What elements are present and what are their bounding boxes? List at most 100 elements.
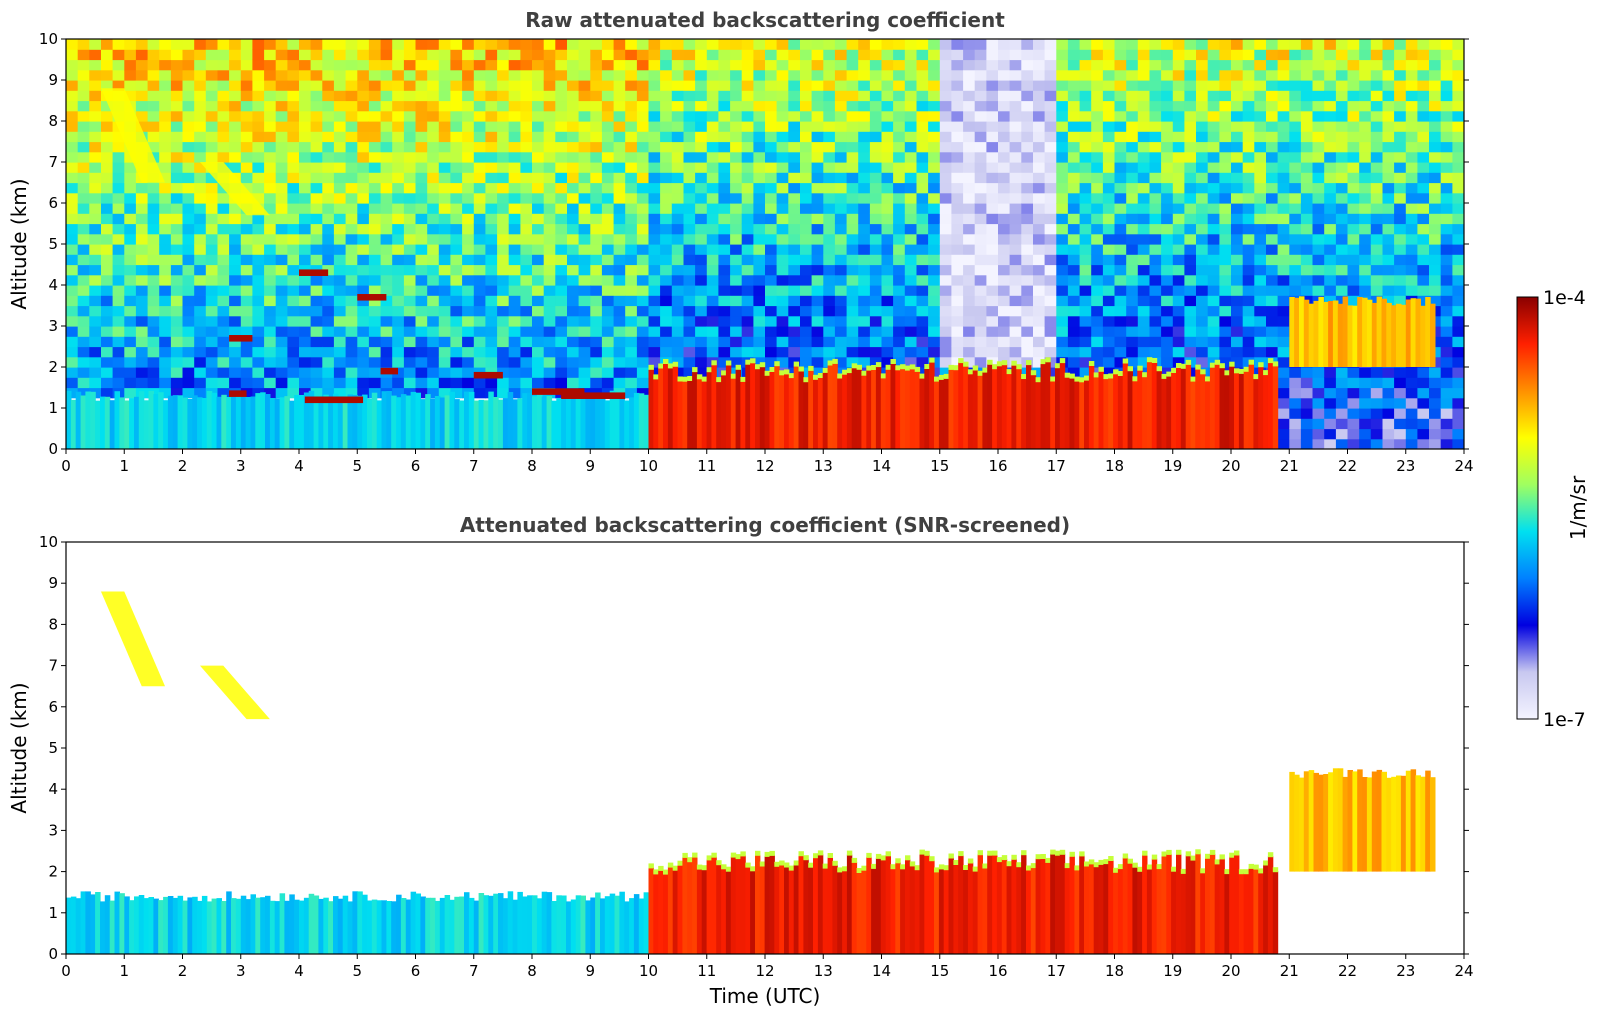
noise-cell — [1254, 141, 1267, 153]
noise-cell — [741, 254, 754, 266]
noise-cell — [869, 80, 883, 91]
noise-cell — [1300, 162, 1314, 173]
noise-cell — [1231, 100, 1244, 112]
noise-cell — [380, 162, 393, 173]
noise-cell — [683, 131, 696, 143]
noise-cell — [1405, 182, 1419, 194]
noise-cell — [1067, 141, 1081, 153]
noise-cell — [1056, 346, 1069, 358]
noise-cell — [1196, 59, 1209, 71]
noise-cell — [998, 172, 1011, 184]
layer-boundary-layer — [158, 392, 164, 449]
noise-cell — [1219, 295, 1232, 307]
noise-cell — [299, 346, 312, 358]
noise-cell — [1300, 397, 1314, 409]
noise-cell — [182, 59, 195, 71]
noise-cell — [264, 131, 277, 143]
noise-cell — [1009, 315, 1022, 327]
noise-cell — [287, 377, 300, 389]
noise-cell — [229, 90, 242, 102]
noise-cell — [893, 244, 906, 255]
noise-cell — [1231, 131, 1244, 143]
noise-cell — [1405, 121, 1419, 132]
noise-cell — [1277, 49, 1290, 61]
noise-cell — [124, 233, 137, 245]
noise-cell — [135, 285, 149, 296]
noise-cell — [998, 69, 1011, 81]
noise-cell — [1266, 285, 1279, 296]
noise-cell — [462, 233, 475, 245]
noise-cell — [229, 131, 242, 143]
noise-cell — [1102, 356, 1116, 368]
noise-cell — [1405, 387, 1419, 399]
noise-cell — [800, 110, 813, 122]
noise-cell — [1137, 295, 1151, 307]
noise-cell — [427, 203, 440, 214]
noise-cell — [1429, 244, 1442, 255]
noise-cell — [904, 49, 918, 61]
noise-cell — [1254, 162, 1267, 173]
noise-cell — [380, 377, 393, 389]
noise-cell — [846, 315, 859, 327]
noise-cell — [543, 356, 556, 368]
noise-cell — [66, 264, 79, 276]
noise-cell — [1126, 326, 1139, 337]
noise-cell — [648, 356, 661, 368]
noise-cell — [1196, 182, 1209, 194]
noise-cell — [881, 80, 894, 91]
noise-cell — [695, 326, 708, 337]
noise-cell — [1370, 162, 1384, 173]
noise-cell — [625, 223, 638, 235]
noise-cell — [555, 110, 568, 122]
noise-cell — [497, 90, 510, 102]
noise-cell — [671, 121, 685, 132]
noise-cell — [252, 213, 265, 225]
noise-cell — [1312, 213, 1325, 225]
noise-cell — [1219, 121, 1232, 132]
noise-cell — [159, 121, 172, 132]
noise-cell — [1300, 367, 1314, 378]
noise-cell — [205, 151, 219, 163]
layer-low-cloud — [687, 380, 693, 449]
cloud-top — [696, 374, 703, 380]
noise-cell — [217, 121, 230, 132]
noise-cell — [660, 39, 673, 50]
noise-cell — [963, 131, 976, 143]
noise-cell — [264, 285, 277, 296]
noise-cell — [1079, 80, 1092, 91]
noise-cell — [252, 49, 265, 61]
noise-cell — [1149, 285, 1162, 296]
noise-cell — [986, 141, 999, 153]
noise-cell — [252, 69, 265, 81]
noise-cell — [485, 346, 498, 358]
noise-cell — [205, 244, 219, 255]
noise-cell — [1429, 213, 1442, 225]
panel-raw-x-axis: 0 1 2 3 4 5 6 7 8 9 10 11 12 13 14 15 16 17 18 19 20 21 22 23 24 — [61, 449, 1474, 475]
cloud-top — [1161, 373, 1167, 379]
noise-cell — [299, 254, 312, 266]
noise-cell — [217, 80, 230, 91]
noise-cell — [229, 274, 242, 286]
noise-cell — [1370, 233, 1384, 245]
cloud-top — [1084, 375, 1090, 381]
noise-cell — [450, 49, 463, 61]
noise-cell — [974, 295, 987, 307]
layer-boundary-layer — [104, 396, 111, 449]
noise-cell — [159, 100, 172, 112]
noise-cell — [333, 377, 347, 389]
noise-cell — [89, 264, 102, 276]
noise-cell — [264, 80, 277, 91]
noise-cell — [578, 80, 591, 91]
noise-cell — [1324, 295, 1337, 307]
noise-cell — [135, 315, 149, 327]
noise-cell — [730, 315, 743, 327]
noise-cell — [1009, 172, 1022, 184]
cloud-top — [648, 364, 654, 370]
noise-cell — [753, 336, 766, 348]
noise-cell — [1009, 305, 1022, 317]
noise-cell — [869, 59, 883, 71]
noise-cell — [601, 131, 615, 143]
noise-cell — [1394, 110, 1407, 122]
noise-cell — [217, 110, 230, 122]
noise-cell — [1149, 233, 1162, 245]
